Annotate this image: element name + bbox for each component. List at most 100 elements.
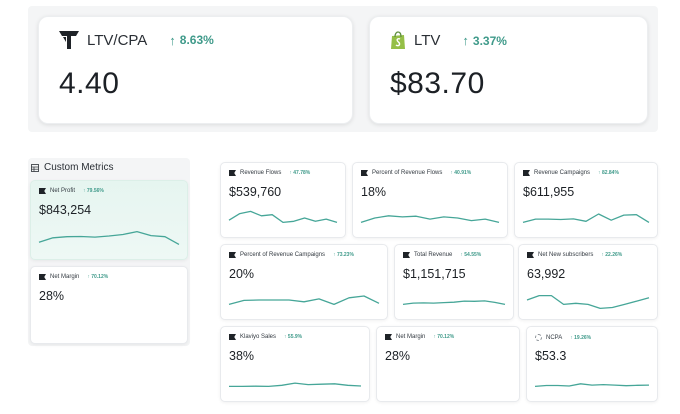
sparkline-series (522, 213, 650, 224)
sparkline (522, 213, 650, 224)
metric-value: $539,760 (229, 185, 282, 199)
metric-card-header: Net Margin ↑ 70.12% (385, 334, 454, 340)
arrow-up-icon: ↑ (83, 188, 87, 194)
sparkline (360, 215, 500, 224)
kpi-delta: ↑ 3.37% (462, 33, 507, 48)
metric-card[interactable]: Net Margin ↑ 70.12% 28% (30, 266, 188, 344)
sparkline-series (228, 210, 338, 224)
metric-label: Revenue Campaigns (534, 170, 591, 176)
custom-metrics-header: Custom Metrics (31, 162, 113, 173)
metric-card-header: Klaviyo Sales ↑ 55.9% (229, 334, 302, 340)
metric-card-header: Revenue Flows ↑ 47.78% (229, 170, 310, 176)
metric-card[interactable]: Revenue Campaigns ↑ 82.84% $611,955 (514, 162, 658, 238)
metric-label: Net New subscribers (538, 252, 594, 258)
metric-label: Percent of Revenue Flows (372, 170, 443, 176)
arrow-up-icon: ↑ (289, 170, 294, 176)
metric-delta-value: 22.26% (605, 252, 623, 258)
sparkline (402, 300, 506, 306)
metric-value: $843,254 (39, 203, 92, 217)
kpi-delta-value: 8.63% (179, 33, 214, 47)
arrow-up-icon: ↑ (450, 170, 455, 176)
metric-value: $1,151,715 (403, 267, 466, 281)
metric-delta-value: 19.26% (574, 334, 592, 341)
metric-delta-value: 55.9% (287, 334, 303, 340)
metric-card[interactable]: Klaviyo Sales ↑ 55.9% 38% (220, 326, 370, 402)
flag-icon (39, 274, 46, 280)
metric-delta: ↑ 79.56% (83, 188, 104, 194)
sparkline (534, 383, 650, 388)
kpi-card-ltv-cpa[interactable]: LTV/CPA ↑ 8.63% 4.40 (38, 16, 353, 124)
metric-label: Percent of Revenue Campaigns (240, 252, 326, 258)
metric-delta: ↑ 70.12% (87, 274, 108, 280)
metric-label: NCPA (546, 334, 563, 341)
metric-label: Net Profit (50, 188, 76, 194)
metric-delta: ↑ 73.23% (333, 252, 354, 258)
metric-value: $611,955 (523, 185, 575, 199)
metric-card[interactable]: Revenue Flows ↑ 47.78% $539,760 (220, 162, 346, 238)
metric-value: 28% (385, 349, 411, 363)
metric-card-header: Net Margin ↑ 70.12% (39, 274, 108, 280)
arrow-up-icon: ↑ (601, 252, 606, 258)
metric-delta: ↑ 47.78% (289, 170, 310, 176)
metric-card[interactable]: Percent of Revenue Flows ↑ 40.91% 18% (352, 162, 508, 238)
arrow-up-icon: ↑ (570, 334, 575, 341)
flag-icon (39, 188, 46, 194)
arrow-up-icon: ↑ (284, 334, 288, 340)
sparkline (38, 230, 180, 245)
metric-card-header: Revenue Campaigns ↑ 82.84% (523, 170, 619, 176)
flag-icon (229, 334, 236, 340)
kpi-label: LTV (414, 32, 441, 49)
metric-delta: ↑ 54.55% (460, 252, 481, 258)
tripleshot-logo-icon (59, 31, 79, 49)
sparkline (228, 295, 380, 306)
metric-delta: ↑ 55.9% (284, 334, 302, 340)
sparkline (228, 210, 338, 224)
arrow-up-icon: ↑ (169, 32, 176, 48)
shopify-bag-icon (391, 31, 405, 49)
flag-icon (523, 170, 530, 176)
metric-card-header: Percent of Revenue Flows ↑ 40.91% (361, 170, 471, 176)
arrow-up-icon: ↑ (462, 33, 469, 48)
flag-icon (361, 170, 368, 176)
arrow-up-icon: ↑ (460, 252, 465, 258)
metric-delta: ↑ 40.91% (450, 170, 471, 176)
metric-delta-value: 79.56% (86, 188, 104, 194)
metric-label: Revenue Flows (240, 170, 282, 176)
metric-value: 38% (229, 349, 255, 363)
flag-icon (229, 252, 236, 258)
kpi-delta: ↑ 8.63% (169, 33, 214, 48)
metric-card[interactable]: Net Margin ↑ 70.12% 28% (376, 326, 520, 402)
metric-delta: ↑ 70.12% (433, 334, 454, 340)
metric-card[interactable]: Total Revenue ↑ 54.55% $1,151,715 (394, 244, 514, 320)
metric-label: Total Revenue (414, 252, 453, 258)
sparkline (229, 382, 362, 388)
metric-card-header: Net Profit ↑ 79.56% (39, 188, 104, 194)
metric-delta-value: 73.23% (336, 252, 354, 258)
sparkline-series (526, 294, 650, 310)
metric-value: 20% (229, 267, 255, 281)
metric-card-header: Net New subscribers ↑ 22.26% (527, 252, 622, 258)
metric-delta-value: 54.55% (464, 252, 482, 258)
metric-card[interactable]: Percent of Revenue Campaigns ↑ 73.23% 20% (220, 244, 388, 320)
sparkline-series (360, 215, 500, 224)
arrow-up-icon: ↑ (87, 274, 92, 280)
kpi-card-ltv[interactable]: LTV ↑ 3.37% $83.70 (369, 16, 648, 124)
flag-icon (527, 252, 534, 258)
sparkline-series (228, 295, 380, 306)
flag-icon (385, 334, 392, 340)
metric-card[interactable]: NCPA ↑ 19.26% $53.3 (526, 326, 658, 402)
metric-label: Klaviyo Sales (240, 334, 277, 340)
metric-delta-value: 47.78% (293, 170, 311, 176)
metric-delta: ↑ 22.26% (601, 252, 622, 258)
kpi-label: LTV/CPA (87, 31, 148, 49)
flag-icon (403, 252, 410, 258)
sparkline-series (229, 382, 362, 388)
sparkline-series (38, 230, 180, 245)
metric-card-header: Total Revenue ↑ 54.55% (403, 252, 481, 258)
metric-label: Net Margin (50, 274, 80, 280)
metric-card-header: Percent of Revenue Campaigns ↑ 73.23% (229, 252, 354, 258)
metric-value: 28% (39, 289, 65, 303)
metric-delta-value: 82.84% (601, 170, 619, 176)
metric-card[interactable]: Net New subscribers ↑ 22.26% 63,992 (518, 244, 658, 320)
metric-card[interactable]: Net Profit ↑ 79.56% $843,254 (30, 180, 188, 260)
